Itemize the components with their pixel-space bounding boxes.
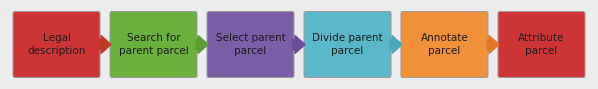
FancyArrow shape [99, 36, 111, 53]
FancyArrow shape [293, 36, 305, 53]
Text: Search for
parent parcel: Search for parent parcel [118, 33, 188, 56]
Text: Divide parent
parcel: Divide parent parcel [312, 33, 383, 56]
FancyArrow shape [487, 36, 499, 53]
Text: Legal
description: Legal description [28, 33, 86, 56]
FancyArrow shape [196, 36, 208, 53]
FancyBboxPatch shape [110, 11, 197, 78]
FancyArrow shape [390, 36, 402, 53]
FancyBboxPatch shape [207, 11, 294, 78]
FancyBboxPatch shape [13, 11, 100, 78]
FancyBboxPatch shape [304, 11, 391, 78]
FancyBboxPatch shape [401, 11, 488, 78]
FancyBboxPatch shape [498, 11, 585, 78]
Text: Select parent
parcel: Select parent parcel [216, 33, 285, 56]
Text: Annotate
parcel: Annotate parcel [420, 33, 468, 56]
Text: Attribute
parcel: Attribute parcel [518, 33, 565, 56]
